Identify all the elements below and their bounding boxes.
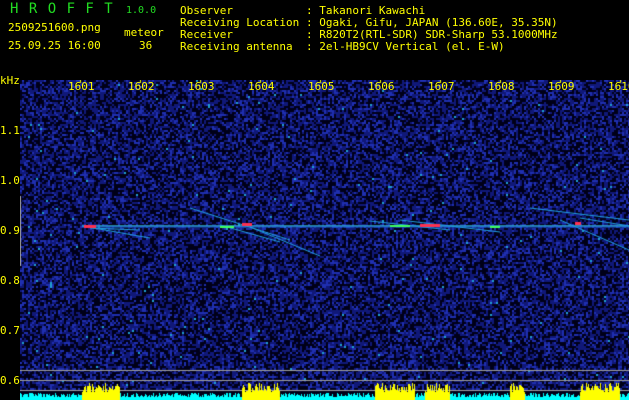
app-logo: H R O F F T [10, 1, 114, 17]
y-tick-label: 1.0 [0, 174, 20, 187]
x-tick-label: 1607 [428, 80, 455, 93]
x-tick-label: 1606 [368, 80, 395, 93]
app-version: 1.0.0 [126, 5, 157, 16]
location-label: Receiving Location [180, 16, 300, 29]
x-tick-label: 1604 [248, 80, 275, 93]
x-tick-label: 1605 [308, 80, 335, 93]
location-value: : Ogaki, Gifu, JAPAN (136.60E, 35.35N) [306, 16, 558, 29]
x-tick-label: 1602 [128, 80, 155, 93]
y-tick-label: 0.7 [0, 324, 20, 337]
antenna-label: Receiving antenna [180, 40, 293, 53]
x-tick-label: 1601 [68, 80, 95, 93]
receiver-label: Receiver [180, 28, 233, 41]
y-unit-label: kHz [0, 74, 20, 87]
meteor-count: 36 [139, 39, 153, 52]
x-tick-label: 1609 [548, 80, 575, 93]
y-tick-label: 0.8 [0, 274, 20, 287]
receiver-value: : R820T2(RTL-SDR) SDR-Sharp 53.1000MHz [306, 28, 558, 41]
x-tick-label: 1608 [488, 80, 515, 93]
x-tick-label: 1610 [608, 80, 629, 93]
spectrogram [20, 80, 629, 400]
datetime: 25.09.25 16:00 [8, 39, 101, 52]
meteor-label: meteor [124, 26, 164, 39]
observer-label: Observer [180, 4, 233, 17]
filename: 2509251600.png [8, 21, 101, 34]
observer-value: : Takanori Kawachi [306, 4, 426, 17]
y-tick-label: 0.9 [0, 224, 20, 237]
y-tick-label: 1.1 [0, 124, 20, 137]
y-tick-label: 0.6 [0, 374, 20, 387]
x-tick-label: 1603 [188, 80, 215, 93]
antenna-value: : 2el-HB9CV Vertical (el. E-W) [306, 40, 505, 53]
